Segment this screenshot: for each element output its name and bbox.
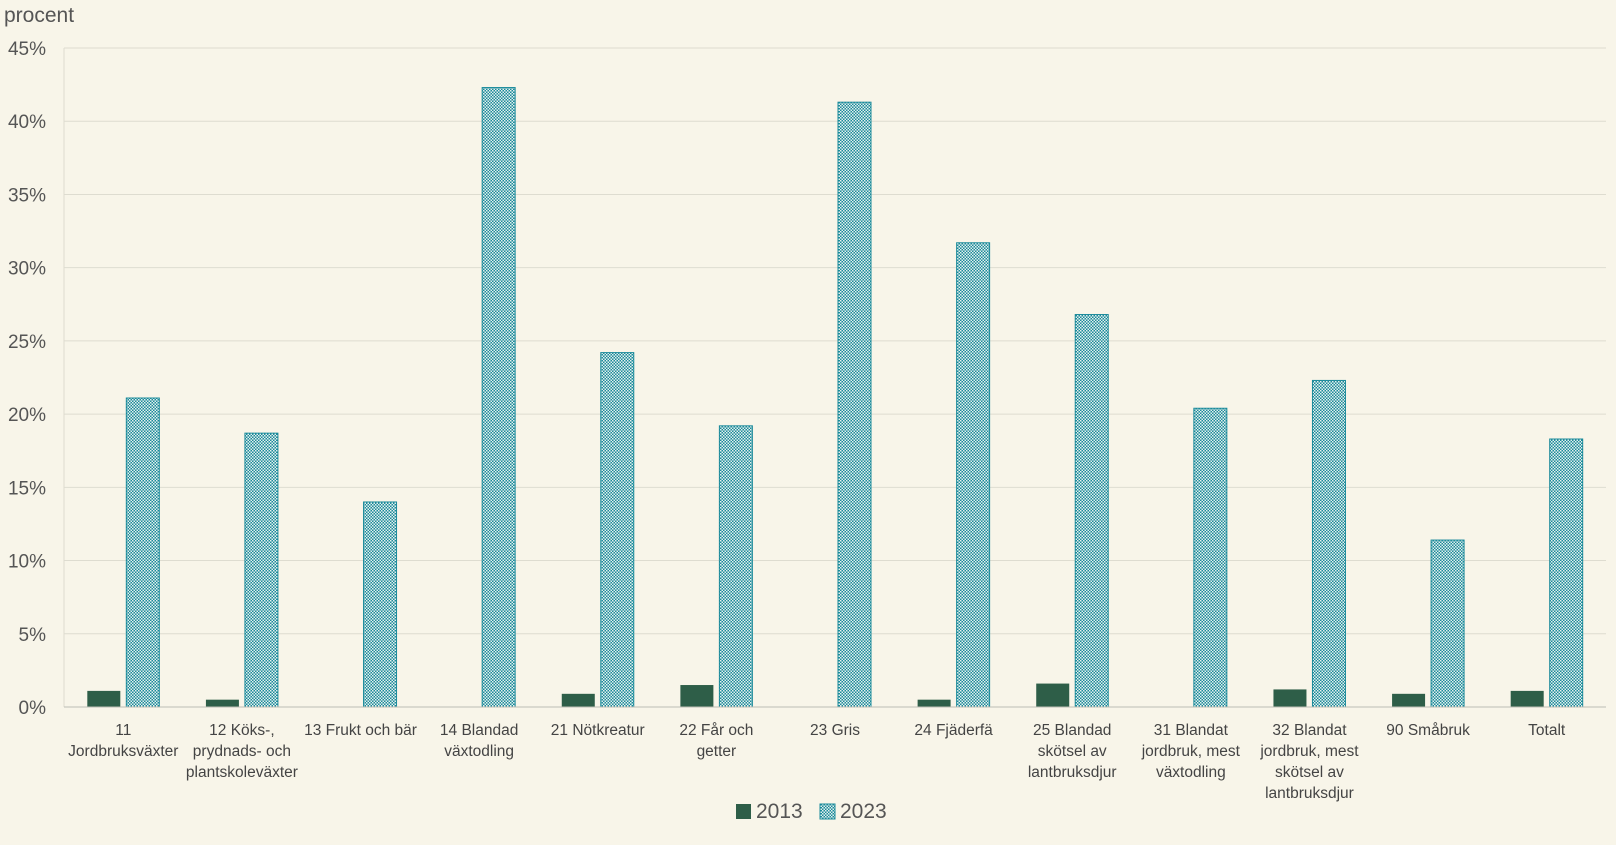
bar-2023-1 xyxy=(125,397,160,708)
x-category-label-line: skötsel av xyxy=(1038,743,1107,760)
x-category-label-line: jordbruk, mest xyxy=(1141,743,1241,760)
bar-2023-9 xyxy=(1074,314,1109,708)
bar-2013-1 xyxy=(87,690,121,707)
x-category-label: 25 Blandad skötsel av lantbruksdjur xyxy=(1028,722,1117,781)
x-category-label-line: 12 Köks-, xyxy=(209,722,274,739)
x-category-label-line: 11 xyxy=(115,722,131,739)
bar-2023-10 xyxy=(1193,407,1228,708)
x-category-label: 12 Köks-, prydnads- och plantskoleväxter xyxy=(186,722,298,781)
bar-2023-13 xyxy=(1549,438,1584,708)
x-category-label: 23 Gris xyxy=(810,722,860,739)
x-axis-category-labels: 11 Jordbruksväxter 12 Köks-, prydnads- och p… xyxy=(68,722,1566,802)
y-tick-label: 45% xyxy=(8,39,46,60)
x-category-label: 11 Jordbruksväxter xyxy=(68,722,178,760)
x-category-label-line: getter xyxy=(697,743,737,760)
y-axis-unit-label: procent xyxy=(4,4,74,27)
x-category-label-line: 31 Blandat xyxy=(1154,722,1229,739)
bar-2013-2 xyxy=(205,699,239,707)
x-category-label-line: 23 Gris xyxy=(810,722,860,739)
x-category-label: 32 Blandat jordbruk, mest skötsel av lantbr… xyxy=(1259,722,1359,802)
x-category-label: 13 Frukt och bär xyxy=(304,722,417,739)
x-category-label: 22 Får och getter xyxy=(679,722,753,760)
y-axis-tick-labels: 0% 5% 10% 15% 20% 25% 30% 35% 40% 45% xyxy=(8,39,46,719)
bar-2013-8 xyxy=(917,699,951,707)
legend-swatch-2013 xyxy=(736,804,751,819)
legend-label-2013: 2013 xyxy=(756,800,803,823)
bar-2013-5 xyxy=(561,693,595,707)
x-category-label-line: 32 Blandat xyxy=(1272,722,1347,739)
y-tick-label: 5% xyxy=(19,625,47,646)
y-tick-label: 10% xyxy=(8,552,46,573)
x-category-label-line: lantbruksdjur xyxy=(1028,764,1117,781)
y-tick-label: 30% xyxy=(8,259,46,280)
x-category-label: 14 Blandad växtodling xyxy=(440,722,518,760)
legend-swatch-2023 xyxy=(819,803,836,820)
x-category-label: Totalt xyxy=(1528,722,1566,739)
bars xyxy=(87,87,1584,708)
x-category-label-line: 22 Får och xyxy=(679,722,753,739)
y-tick-label: 0% xyxy=(19,698,47,719)
x-category-label-line: växtodling xyxy=(444,743,514,760)
y-tick-label: 40% xyxy=(8,112,46,133)
x-category-label-line: 13 Frukt och bär xyxy=(304,722,417,739)
bar-2023-12 xyxy=(1430,539,1465,708)
y-tick-label: 35% xyxy=(8,185,46,206)
bar-2023-7 xyxy=(837,101,872,708)
x-category-label-line: 24 Fjäderfä xyxy=(914,722,993,739)
x-category-label-line: Totalt xyxy=(1528,722,1566,739)
x-category-label: 31 Blandat jordbruk, mest växtodling xyxy=(1141,722,1241,781)
bar-2013-6 xyxy=(680,685,714,707)
bar-2013-13 xyxy=(1510,690,1544,707)
x-category-label-line: prydnads- och xyxy=(193,743,291,760)
bar-2023-8 xyxy=(956,242,991,708)
x-category-label: 24 Fjäderfä xyxy=(914,722,993,739)
gridlines xyxy=(63,47,1606,707)
x-category-label-line: växtodling xyxy=(1156,764,1226,781)
x-category-label-line: Jordbruksväxter xyxy=(68,743,178,760)
x-category-label-line: lantbruksdjur xyxy=(1265,785,1354,802)
bar-2013-12 xyxy=(1392,693,1426,707)
x-category-label-line: jordbruk, mest xyxy=(1259,743,1359,760)
y-tick-label: 25% xyxy=(8,332,46,353)
x-category-label-line: plantskoleväxter xyxy=(186,764,298,781)
legend-label-2023: 2023 xyxy=(840,800,887,823)
legend: 2013 2023 xyxy=(736,800,887,823)
bar-2023-6 xyxy=(718,425,753,708)
bar-2023-3 xyxy=(363,501,398,708)
x-category-label-line: 90 Småbruk xyxy=(1386,722,1470,739)
bar-2023-11 xyxy=(1311,379,1346,708)
x-category-label-line: skötsel av xyxy=(1275,764,1344,781)
x-category-label-line: 25 Blandad xyxy=(1033,722,1111,739)
x-category-label: 90 Småbruk xyxy=(1386,722,1470,739)
x-category-label: 21 Nötkreatur xyxy=(551,722,645,739)
y-tick-label: 20% xyxy=(8,405,46,426)
y-tick-label: 15% xyxy=(8,478,46,499)
bar-2023-5 xyxy=(600,352,635,708)
x-category-label-line: 14 Blandad xyxy=(440,722,518,739)
bar-2023-4 xyxy=(481,87,516,708)
bar-2013-11 xyxy=(1273,689,1307,707)
bar-2023-2 xyxy=(244,432,279,708)
x-category-label-line: 21 Nötkreatur xyxy=(551,722,645,739)
bar-2013-9 xyxy=(1036,683,1070,707)
